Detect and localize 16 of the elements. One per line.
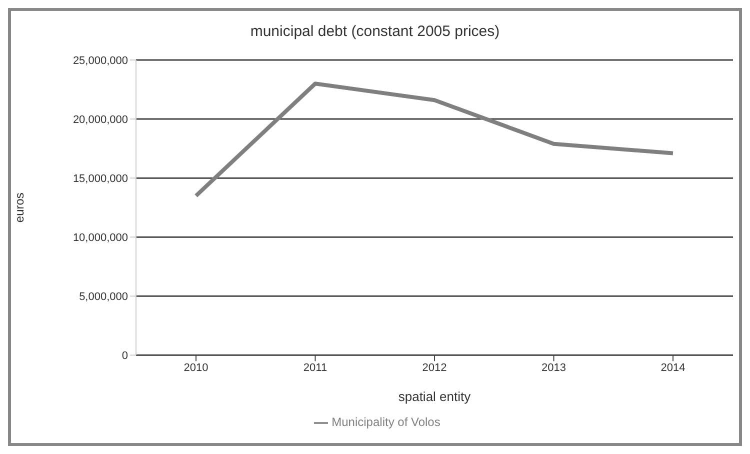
chart-title: municipal debt (constant 2005 prices) — [249, 23, 501, 40]
y-tick-label: 10,000,000 — [72, 232, 128, 244]
y-tick-label: 15,000,000 — [72, 172, 128, 185]
x-tick-label: 2010 — [184, 362, 208, 374]
y-tick-label: 5,000,000 — [79, 291, 128, 304]
y-tick-label: 25,000,000 — [72, 54, 128, 67]
y-tick-label: 20,000,000 — [72, 114, 128, 126]
x-tick-label: 2014 — [660, 362, 686, 374]
line-series — [194, 82, 675, 198]
x-axis-title: spatial entity — [398, 389, 472, 404]
y-tick-label: 0 — [122, 350, 128, 362]
x-tick-label: 2013 — [542, 362, 566, 374]
x-tick-label: 2012 — [422, 362, 447, 374]
legend-label: Municipality of Volos — [332, 415, 440, 430]
x-tick-label: 2011 — [303, 362, 328, 374]
y-axis-title: euros — [12, 192, 26, 223]
